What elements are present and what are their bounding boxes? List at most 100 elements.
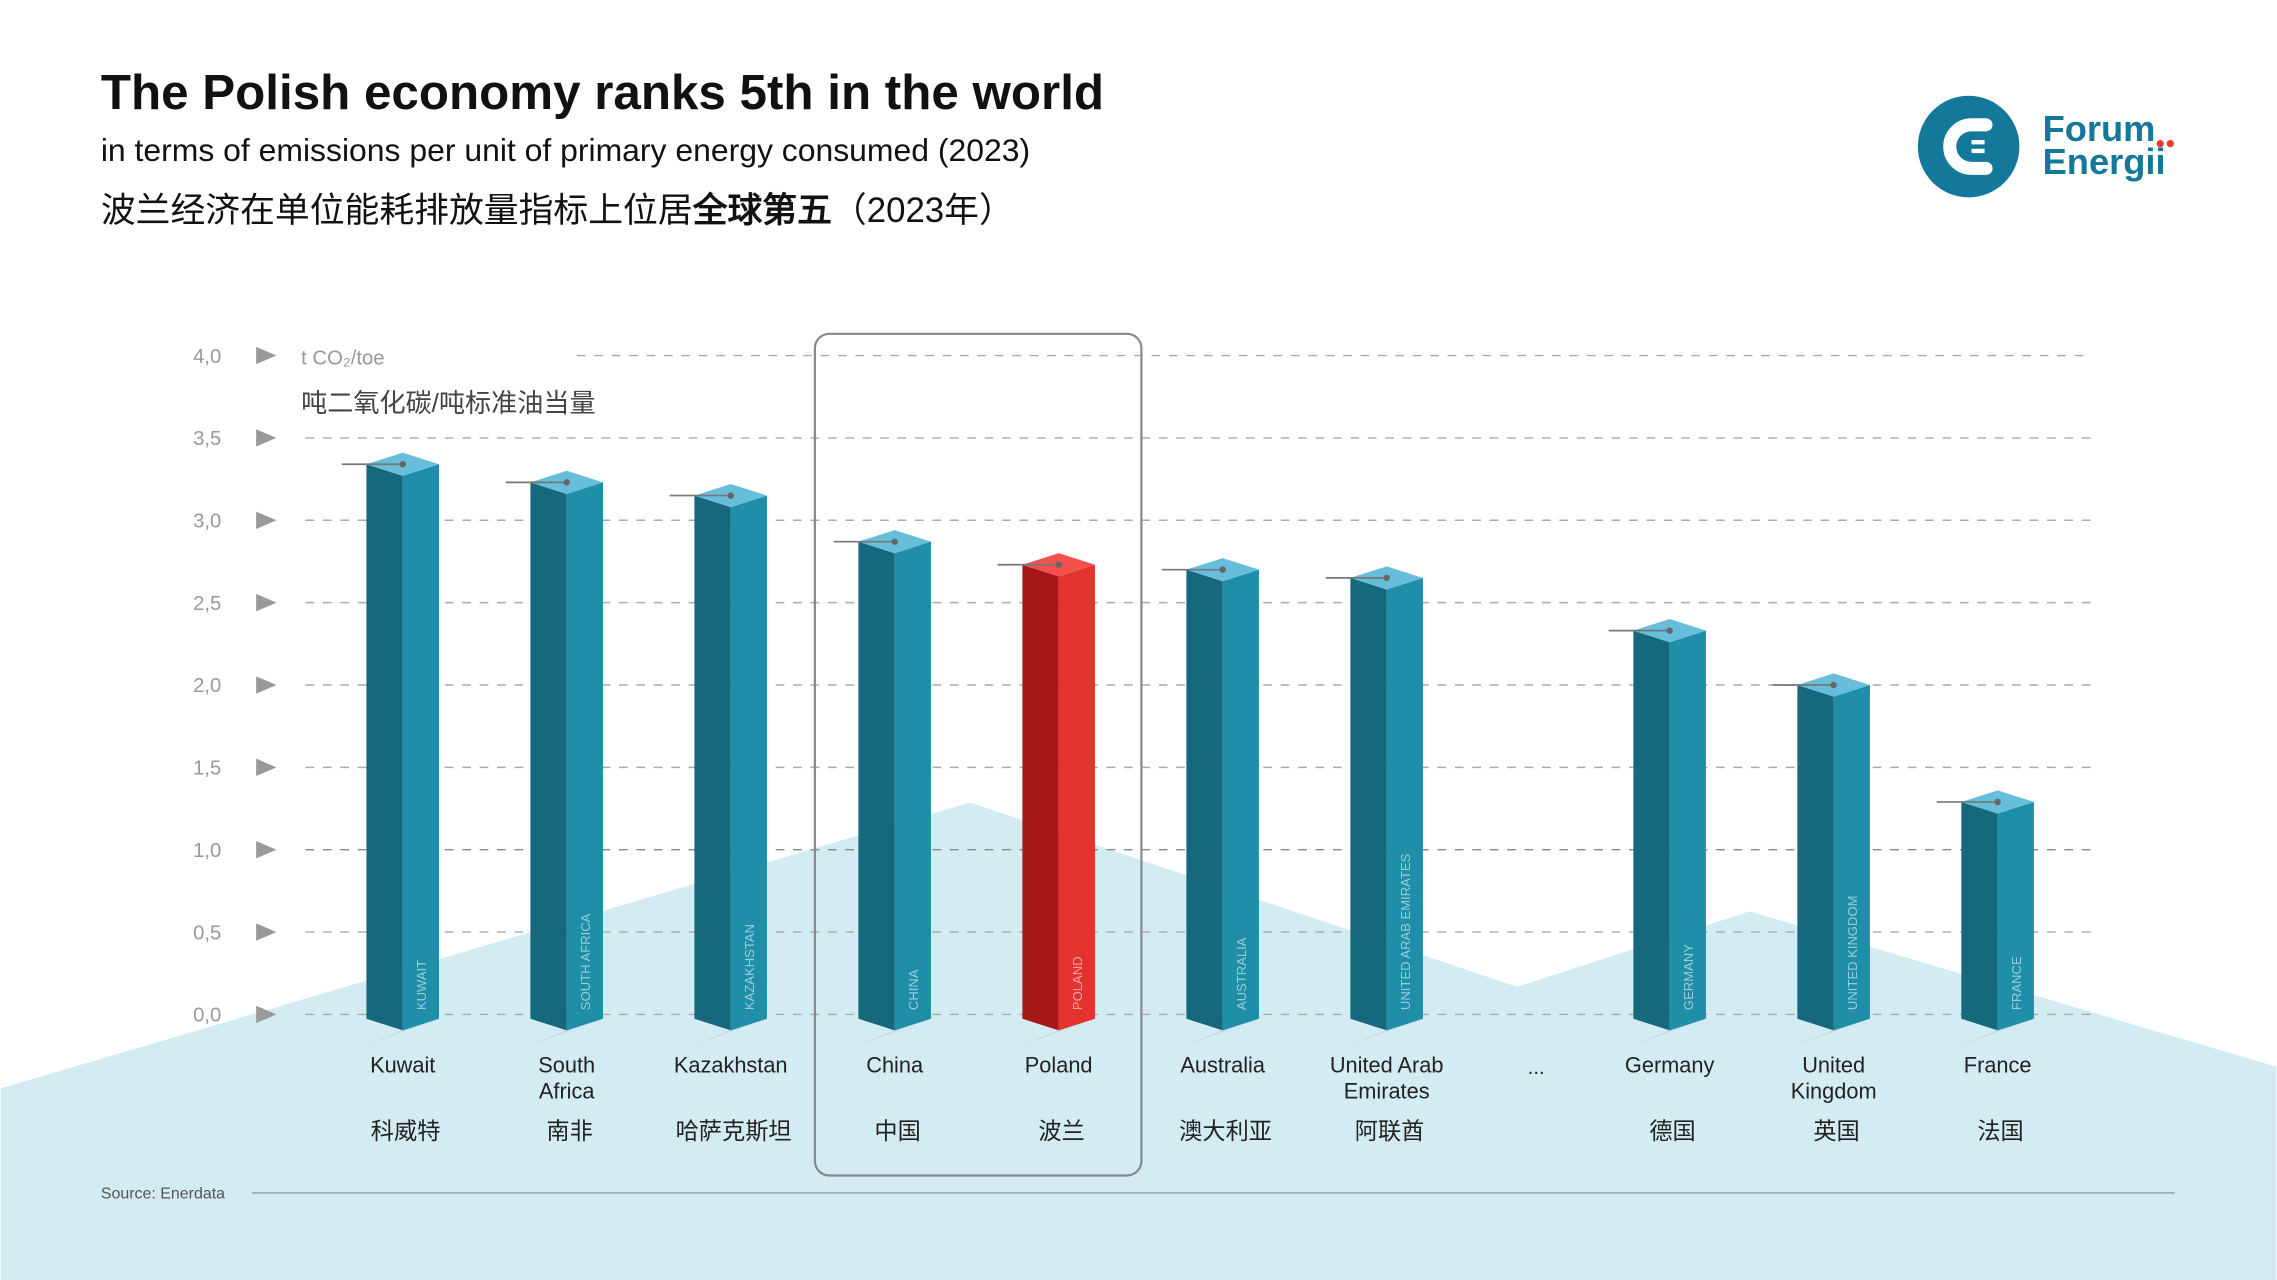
subtitle-cn-regular: 波兰经济在单位能耗排放量指标上位居 bbox=[101, 191, 693, 230]
x-label: Germany bbox=[1625, 1052, 1715, 1077]
bar-left-face bbox=[1633, 630, 1670, 1031]
value-marker-dot bbox=[399, 461, 406, 468]
bar-vertical-label: KUWAIT bbox=[414, 960, 429, 1010]
bar-right-face bbox=[1058, 564, 1095, 1031]
tick-arrow-icon bbox=[256, 1005, 277, 1024]
tick-arrow-icon bbox=[256, 840, 277, 859]
x-label: France bbox=[1964, 1052, 2032, 1077]
x-label-cn: 科威特 bbox=[371, 1118, 441, 1144]
bar-vertical-label: CHINA bbox=[906, 969, 921, 1010]
bar-vertical-label: POLAND bbox=[1070, 956, 1085, 1010]
subtitle: in terms of emissions per unit of primar… bbox=[101, 132, 1030, 168]
bar-right-face bbox=[730, 495, 767, 1031]
value-marker-dot bbox=[1830, 681, 1837, 689]
unit-label-cn: 吨二氧化碳/吨标准油当量 bbox=[301, 388, 595, 418]
x-label: South bbox=[538, 1052, 595, 1077]
x-label-line2: Emirates bbox=[1344, 1079, 1430, 1104]
value-marker-dot bbox=[727, 492, 734, 499]
subtitle-cn-bold: 全球第五 bbox=[692, 190, 832, 230]
bar-left-face bbox=[530, 482, 567, 1031]
bar-kuwait: KUWAIT Kuwait 科威特 bbox=[341, 452, 447, 1144]
value-marker-dot bbox=[1383, 574, 1390, 582]
bar-germany: GERMANY Germany 德国 bbox=[1608, 619, 1715, 1144]
y-tick-label: 1,0 bbox=[193, 840, 221, 862]
bar-shadow bbox=[359, 1015, 447, 1048]
bar-vertical-label: AUSTRALIA bbox=[1234, 937, 1249, 1010]
x-label: Kazakhstan bbox=[674, 1052, 788, 1077]
x-label: Kuwait bbox=[370, 1052, 435, 1077]
value-marker-dot bbox=[1219, 566, 1226, 573]
bar-right-face bbox=[1222, 569, 1259, 1031]
y-axis: 0,0 0,5 1,0 1,5 2,0 2,5 3,0 3,5 4,0 bbox=[193, 346, 277, 1027]
x-label-cn: 英国 bbox=[1813, 1118, 1859, 1144]
y-tick-label: 3,0 bbox=[193, 511, 221, 533]
bar-right-face bbox=[1833, 684, 1870, 1031]
bar-poland: POLAND Poland 波兰 bbox=[997, 553, 1103, 1144]
bar-shadow bbox=[1790, 1015, 1878, 1048]
bar-left-face bbox=[1022, 564, 1059, 1031]
source-note: Source: Enerdata bbox=[101, 1186, 225, 1203]
ellipsis-label: ... bbox=[1528, 1057, 1545, 1079]
bar-vertical-label: GERMANY bbox=[1681, 944, 1696, 1010]
bar-shadow bbox=[1179, 1015, 1267, 1048]
x-label-cn: 哈萨克斯坦 bbox=[676, 1118, 792, 1144]
value-marker-dot bbox=[1666, 627, 1673, 634]
value-marker-dot bbox=[1994, 798, 2001, 806]
bar-france: FRANCE France 法国 bbox=[1936, 790, 2042, 1144]
x-label: Australia bbox=[1180, 1052, 1266, 1077]
bar-left-face bbox=[1186, 569, 1223, 1031]
x-label-cn: 阿联酋 bbox=[1355, 1118, 1425, 1144]
tick-arrow-icon bbox=[256, 676, 277, 694]
subtitle-cn: 波兰经济在单位能耗排放量指标上位居全球第五（2023年） bbox=[101, 190, 1014, 230]
value-marker-dot bbox=[891, 538, 898, 545]
bar-shadow bbox=[687, 1015, 775, 1048]
x-label-cn: 中国 bbox=[874, 1118, 920, 1144]
bar-right-face bbox=[566, 482, 603, 1031]
x-label: China bbox=[866, 1052, 924, 1077]
tick-arrow-icon bbox=[256, 346, 277, 365]
x-label: United bbox=[1802, 1052, 1865, 1077]
bar-left-face bbox=[1797, 684, 1834, 1031]
bar-vertical-label: FRANCE bbox=[2009, 956, 2024, 1010]
bar-shadow bbox=[1954, 1015, 2042, 1048]
x-label-line2: Africa bbox=[539, 1079, 596, 1104]
y-tick-label: 2,5 bbox=[193, 593, 221, 615]
bar-kazakhstan: KAZAKHSTAN Kazakhstan 哈萨克斯坦 bbox=[669, 483, 792, 1144]
highlight-box bbox=[813, 332, 1143, 1177]
forum-energii-logo: Forum Energii bbox=[1917, 95, 2174, 198]
tick-arrow-icon bbox=[256, 923, 277, 941]
bar-shadow bbox=[1343, 1015, 1431, 1048]
bar-right-face bbox=[1386, 577, 1423, 1031]
x-label-cn: 波兰 bbox=[1038, 1118, 1084, 1144]
y-tick-label: 3,5 bbox=[193, 428, 221, 450]
bar-australia: AUSTRALIA Australia 澳大利亚 bbox=[1161, 558, 1272, 1144]
bar-left-face bbox=[858, 541, 895, 1031]
tick-arrow-icon bbox=[256, 593, 277, 612]
bar-left-face bbox=[1961, 801, 1998, 1031]
tick-arrow-icon bbox=[256, 429, 277, 447]
x-label: Poland bbox=[1025, 1052, 1093, 1077]
y-tick-label: 2,0 bbox=[193, 675, 221, 697]
x-label-cn: 南非 bbox=[546, 1118, 592, 1144]
bar-vertical-label: SOUTH AFRICA bbox=[578, 913, 593, 1010]
logo-text-line2: Energii bbox=[2043, 141, 2166, 182]
bar-right-face bbox=[1997, 801, 2034, 1031]
subtitle-cn-end: （2023年） bbox=[832, 191, 1014, 230]
bar-china: CHINA China 中国 bbox=[833, 530, 939, 1144]
logo-text-line1: Forum bbox=[2043, 108, 2156, 149]
value-marker-dot bbox=[1055, 561, 1062, 568]
tick-arrow-icon bbox=[256, 511, 277, 529]
bar-right-face bbox=[402, 464, 439, 1031]
y-tick-label: 4,0 bbox=[193, 346, 221, 368]
bar-left-face bbox=[366, 464, 403, 1031]
unit-label: t CO₂/toe bbox=[301, 347, 384, 369]
y-tick-label: 0,0 bbox=[193, 1005, 221, 1027]
x-label-cn: 法国 bbox=[1977, 1118, 2023, 1144]
mountain-background bbox=[0, 802, 2277, 1280]
bar-right-face bbox=[894, 541, 931, 1031]
